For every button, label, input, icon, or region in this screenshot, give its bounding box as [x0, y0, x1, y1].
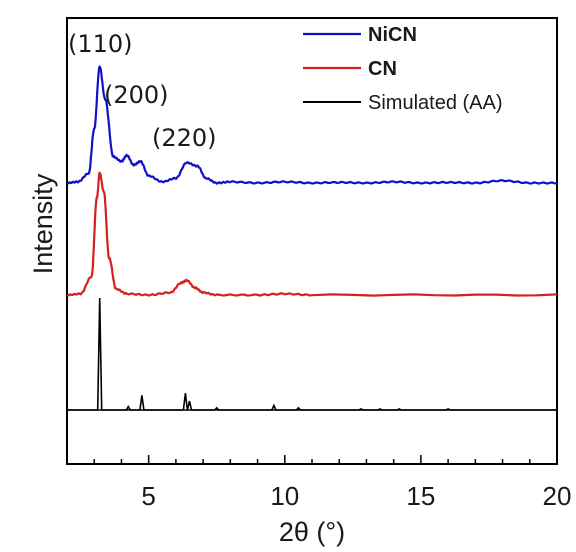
- x-tick-label: 15: [406, 481, 435, 511]
- peak-label-110: (110): [68, 30, 133, 58]
- series-line-simulated: [67, 297, 557, 411]
- x-axis-title: 2θ (°): [279, 517, 345, 547]
- series-line-cn: [66, 171, 558, 297]
- x-tick-label: 5: [141, 481, 155, 511]
- x-tick-label: 10: [270, 481, 299, 511]
- y-axis-title: Intensity: [28, 173, 58, 274]
- series-line-nicn: [66, 65, 558, 185]
- legend-label-cn: CN: [368, 58, 397, 80]
- peak-label-220: (220): [152, 124, 217, 152]
- x-ticks: [66, 455, 558, 464]
- x-tick-labels: 5 10 15 20: [141, 481, 571, 511]
- legend-label-nicn: NiCN: [368, 24, 417, 46]
- peak-label-200: (200): [104, 81, 169, 109]
- legend: NiCN CN Simulated (AA): [303, 24, 503, 114]
- legend-label-simulated: Simulated (AA): [368, 92, 503, 114]
- x-tick-label: 20: [543, 481, 572, 511]
